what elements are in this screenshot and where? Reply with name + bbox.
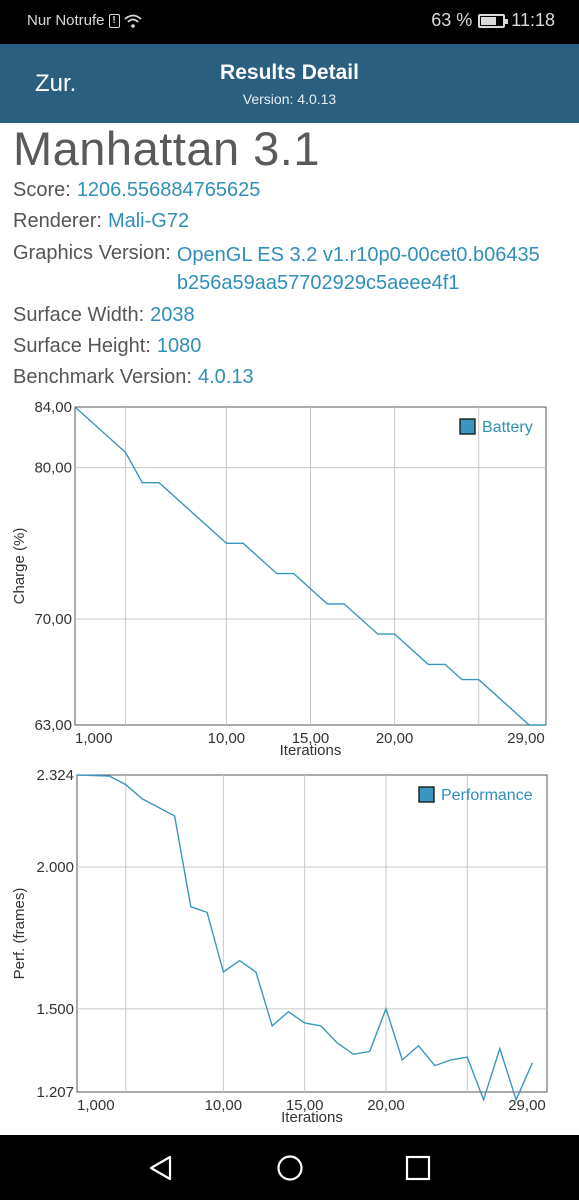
carrier-text: Nur Notrufe: [27, 12, 105, 29]
wifi-icon: [123, 14, 142, 28]
surface-height-value: 1080: [156, 335, 202, 357]
battery-y-tick-label: 80,00: [34, 460, 72, 477]
benchmark-version-value: 4.0.13: [197, 366, 254, 388]
back-button[interactable]: Zur.: [35, 70, 77, 97]
performance-chart: 2.324 2.000 1.500 1.207 1,000 10,00 15,00 20,00…: [0, 765, 579, 1130]
battery-x-axis-title: Iterations: [280, 742, 342, 759]
graphics-version-row: Graphics Version: OpenGL ES 3.2 v1.r10p0…: [13, 237, 573, 300]
performance-x-tick-label: 29,00: [508, 1097, 546, 1114]
status-bar: Nur Notrufe ! 63 % 11:18: [0, 0, 579, 44]
battery-y-tick-label: 63,00: [34, 717, 72, 734]
performance-x-axis-title: Iterations: [281, 1109, 343, 1126]
page-title: Results Detail: [220, 61, 359, 84]
battery-chart: 84,00 80,00 70,00 63,00 1,000 10,00 15,00 20,00…: [0, 395, 579, 760]
performance-x-tick-label: 20,00: [367, 1097, 405, 1114]
performance-plot-area: [76, 774, 548, 1093]
battery-y-tick-label: 70,00: [34, 611, 72, 628]
performance-x-tick-label: 1,000: [77, 1097, 115, 1114]
benchmark-version-row: Benchmark Version: 4.0.13: [13, 362, 573, 393]
app-header: Zur. Results Detail Version: 4.0.13: [0, 44, 579, 123]
battery-x-tick-label: 10,00: [208, 730, 246, 747]
home-nav-icon[interactable]: [275, 1153, 305, 1183]
battery-x-tick-label: 15,00: [292, 730, 330, 747]
surface-width-label: Surface Width:: [13, 304, 145, 326]
performance-y-tick-label: 1.500: [36, 1001, 74, 1018]
status-right: 63 % 11:18: [431, 10, 555, 31]
score-row: Score: 1206.556884765625: [13, 175, 573, 206]
battery-y-tick-label: 84,00: [34, 399, 72, 416]
performance-legend-swatch: [418, 786, 435, 803]
battery-chart-svg: 84,00 80,00 70,00 63,001,000 10,00 15,00 20,00…: [11, 399, 547, 759]
performance-y-tick-label: 2.324: [36, 767, 74, 784]
surface-width-row: Surface Width: 2038: [13, 300, 573, 331]
recents-nav-icon[interactable]: [403, 1153, 433, 1183]
battery-x-tick-label: 29,00: [507, 730, 545, 747]
performance-x-tick-label: 10,00: [205, 1097, 243, 1114]
score-value: 1206.556884765625: [76, 179, 261, 201]
results-details: Manhattan 3.1 Score: 1206.556884765625 R…: [13, 123, 573, 393]
battery-x-tick-label: 20,00: [376, 730, 414, 747]
version-subtitle: Version: 4.0.13: [242, 91, 337, 107]
performance-y-tick-label: 1.207: [36, 1084, 74, 1101]
battery-icon: [478, 13, 509, 28]
surface-width-value: 2038: [150, 304, 195, 326]
performance-legend-label: Performance: [441, 787, 533, 804]
battery-y-axis-title: Charge (%): [11, 528, 28, 605]
graphics-version-value: OpenGL ES 3.2 v1.r10p0-00cet0.b06435b256…: [176, 244, 540, 294]
benchmark-title: Manhattan 3.1: [13, 122, 320, 175]
graphics-version-label: Graphics Version:: [13, 242, 171, 264]
surface-height-row: Surface Height: 1080: [13, 331, 573, 362]
benchmark-version-label: Benchmark Version:: [13, 366, 192, 388]
battery-x-tick-label: 1,000: [75, 730, 113, 747]
surface-height-label: Surface Height:: [13, 335, 151, 357]
battery-legend-swatch: [459, 418, 476, 435]
clock: 11:18: [511, 10, 555, 30]
score-label: Score:: [13, 179, 71, 201]
battery-series-line-0: [74, 406, 546, 726]
navigation-bar: [0, 1135, 579, 1200]
performance-y-axis-title: Perf. (frames): [11, 888, 28, 980]
status-left: Nur Notrufe !: [27, 12, 142, 29]
performance-series-line-0: [76, 774, 534, 1102]
battery-legend-label: Battery: [482, 419, 533, 436]
sim-alert-icon: !: [108, 13, 120, 28]
battery-percent: 63 %: [431, 10, 473, 30]
back-nav-icon[interactable]: [146, 1153, 176, 1183]
renderer-row: Renderer: Mali-G72: [13, 206, 573, 237]
renderer-value: Mali-G72: [107, 210, 190, 232]
renderer-label: Renderer:: [13, 210, 102, 232]
performance-y-tick-label: 2.000: [36, 859, 74, 876]
performance-x-tick-label: 15,00: [286, 1097, 324, 1114]
